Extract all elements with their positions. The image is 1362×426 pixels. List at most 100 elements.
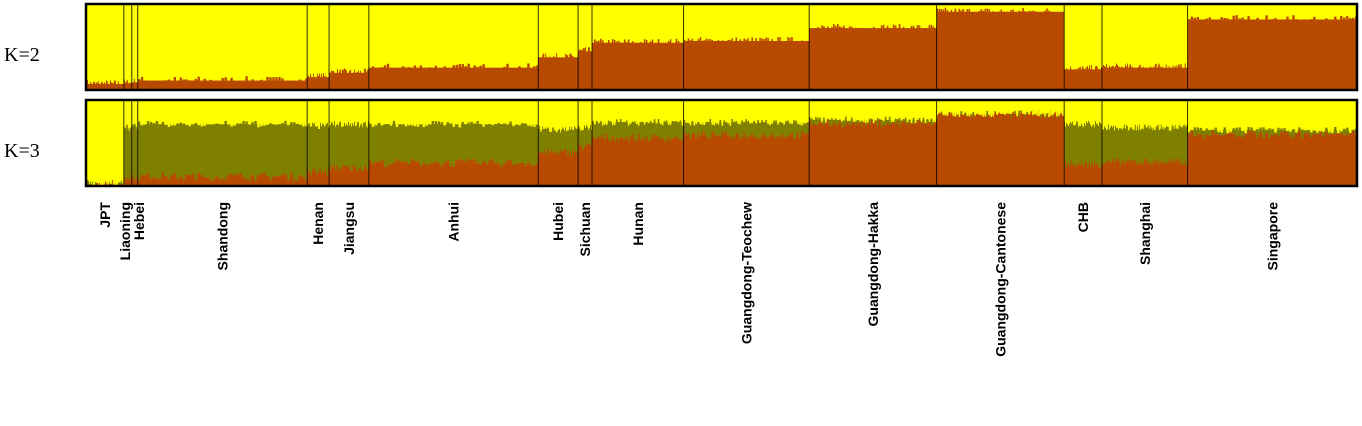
- individual-bar: [741, 137, 744, 186]
- individual-bar: [900, 120, 903, 123]
- individual-bar: [1138, 65, 1140, 90]
- individual-bar: [194, 180, 197, 186]
- individual-bar: [978, 11, 981, 91]
- individual-bar: [739, 139, 742, 186]
- individual-bar: [383, 124, 387, 168]
- individual-bar: [1095, 120, 1097, 165]
- individual-bar: [1165, 126, 1167, 164]
- individual-bar: [1182, 125, 1184, 166]
- individual-bar: [801, 125, 803, 132]
- individual-bar: [1180, 100, 1182, 127]
- individual-bar: [538, 100, 540, 129]
- individual-bar: [325, 100, 327, 125]
- individual-bar: [1067, 124, 1069, 164]
- individual-bar: [1082, 125, 1084, 166]
- individual-bar: [1304, 130, 1307, 133]
- individual-bar: [841, 121, 843, 128]
- individual-bar: [805, 123, 807, 134]
- individual-bar: [852, 28, 855, 90]
- individual-bar: [500, 166, 503, 186]
- individual-bar: [464, 124, 467, 161]
- individual-bar: [509, 100, 512, 122]
- individual-bar: [966, 116, 969, 186]
- individual-bar: [170, 175, 174, 186]
- individual-bar: [275, 124, 278, 177]
- individual-bar: [360, 100, 362, 124]
- individual-bar: [1176, 71, 1178, 90]
- individual-bar: [581, 145, 583, 186]
- individual-bar: [360, 73, 362, 90]
- individual-bar: [1030, 100, 1032, 112]
- individual-bar: [568, 130, 570, 150]
- individual-bar: [1114, 100, 1116, 126]
- individual-bar: [242, 120, 245, 178]
- individual-bar: [1085, 161, 1087, 186]
- individual-bar: [643, 140, 646, 186]
- individual-bar: [1171, 163, 1173, 186]
- individual-bar: [115, 100, 117, 186]
- individual-bar: [1232, 100, 1235, 129]
- individual-bar: [233, 125, 236, 176]
- individual-bar: [649, 140, 652, 186]
- individual-bar: [269, 77, 272, 90]
- individual-bar: [657, 118, 660, 136]
- individual-bar: [729, 125, 732, 138]
- individual-bar: [368, 123, 372, 161]
- individual-bar: [829, 100, 831, 120]
- individual-bar: [741, 100, 744, 121]
- individual-bar: [95, 100, 97, 183]
- individual-bar: [121, 182, 123, 185]
- individual-bar: [1316, 134, 1319, 186]
- individual-bar: [1012, 100, 1014, 113]
- individual-bar: [128, 130, 130, 181]
- individual-bar: [242, 100, 245, 121]
- individual-bar: [787, 136, 789, 186]
- individual-bar: [1346, 135, 1349, 186]
- bar-group-jiangsu: [328, 4, 369, 90]
- individual-bar: [568, 57, 570, 90]
- individual-bar: [882, 125, 885, 186]
- individual-bar: [761, 100, 763, 121]
- individual-bar: [1152, 68, 1154, 90]
- individual-bar: [946, 112, 949, 186]
- individual-bar: [319, 73, 321, 90]
- individual-bar: [789, 123, 791, 135]
- individual-bar: [813, 31, 815, 90]
- individual-bar: [1130, 127, 1132, 161]
- individual-bar: [721, 131, 724, 186]
- individual-bar: [1081, 161, 1083, 186]
- individual-bar: [916, 25, 919, 91]
- individual-bar: [515, 100, 518, 125]
- individual-bar: [374, 70, 378, 90]
- individual-bar: [1102, 163, 1104, 186]
- individual-bar: [564, 100, 566, 131]
- individual-bar: [673, 138, 676, 186]
- individual-bar: [763, 134, 765, 186]
- individual-bar: [431, 163, 435, 186]
- individual-bar: [1313, 133, 1316, 186]
- individual-bar: [603, 140, 606, 186]
- individual-bar: [1143, 100, 1145, 125]
- individual-bar: [576, 153, 578, 186]
- individual-bar: [1132, 129, 1134, 164]
- individual-bar: [485, 71, 488, 90]
- individual-bar: [657, 135, 660, 186]
- individual-bar: [325, 169, 327, 186]
- individual-bar: [158, 179, 162, 186]
- individual-bar: [837, 120, 839, 125]
- individual-bar: [1116, 158, 1118, 186]
- individual-bar: [910, 25, 913, 90]
- individual-bar: [980, 114, 983, 186]
- individual-bar: [1153, 130, 1155, 159]
- individual-bar: [960, 111, 963, 115]
- individual-bar: [1220, 135, 1223, 186]
- individual-bar: [1040, 114, 1042, 118]
- individual-bar: [503, 100, 506, 124]
- individual-bar: [287, 100, 290, 126]
- individual-bar: [296, 84, 299, 90]
- individual-bar: [404, 67, 408, 90]
- individual-bar: [1295, 100, 1298, 133]
- individual-bar: [1065, 100, 1067, 127]
- individual-bar: [260, 173, 263, 186]
- individual-bar: [1346, 127, 1349, 136]
